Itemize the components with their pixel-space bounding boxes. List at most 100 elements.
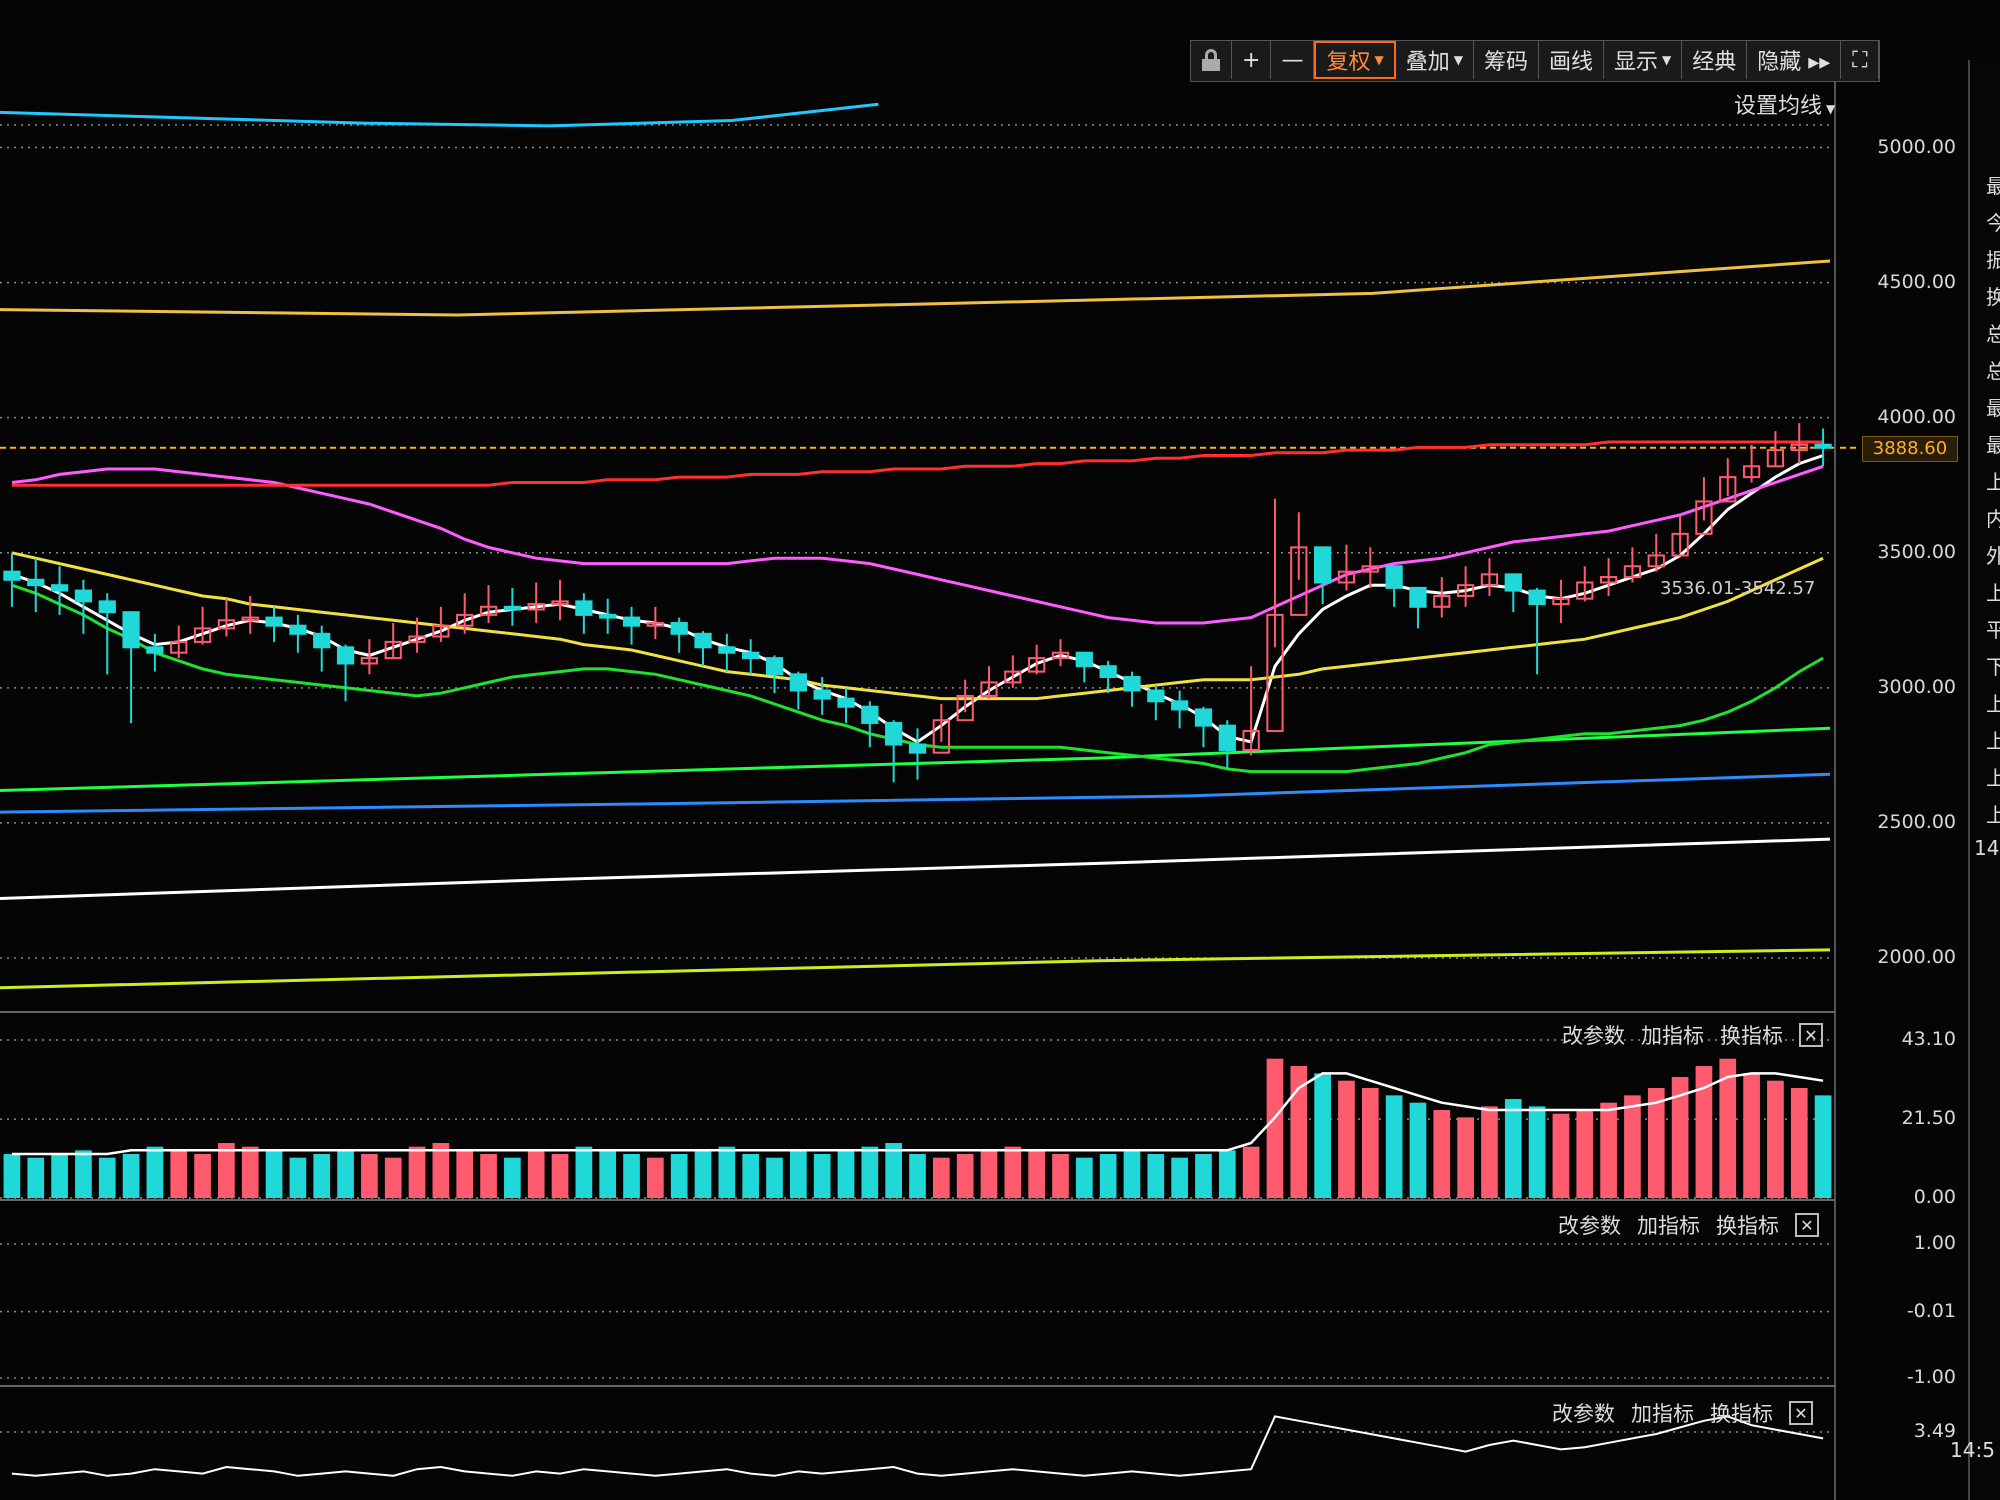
volume-bar <box>1695 1066 1713 1198</box>
long-moving-averages <box>0 102 1831 990</box>
price-axis-label: 3500.00 <box>1877 540 1956 563</box>
long-ma-line <box>0 726 1831 792</box>
candle-body <box>241 616 259 622</box>
bottom-indicator-controls: 改参数 加指标 换指标 ✕ <box>1552 1398 1813 1428</box>
ma-line <box>11 551 1824 701</box>
volume-bar <box>1361 1088 1379 1198</box>
close-icon[interactable]: ✕ <box>1795 1213 1819 1237</box>
add-indicator-button[interactable]: 加指标 <box>1637 1214 1700 1238</box>
long-ma-line <box>0 948 1831 990</box>
volume-bar <box>1743 1073 1760 1198</box>
close-icon[interactable]: ✕ <box>1789 1401 1813 1425</box>
volume-bar <box>1266 1058 1284 1198</box>
candle-body <box>217 619 236 630</box>
right-info-label: 今 <box>1986 211 2000 235</box>
lock-button[interactable] <box>1191 41 1232 79</box>
volume-bar <box>1600 1102 1617 1198</box>
right-info-label: 最 <box>1986 174 2000 198</box>
candle-body <box>1266 613 1284 733</box>
candle-body <box>1480 573 1499 587</box>
switch-indicator-button[interactable]: 换指标 <box>1710 1402 1773 1426</box>
add-indicator-button[interactable]: 加指标 <box>1641 1024 1704 1048</box>
candle-body <box>360 657 379 665</box>
volume-bar <box>885 1143 903 1198</box>
candle-body <box>861 705 879 724</box>
long-ma-line <box>0 772 1831 814</box>
candle-body <box>742 651 760 660</box>
volume-bar <box>1433 1110 1451 1198</box>
overlay-button[interactable]: 叠加 ▼ <box>1396 41 1474 79</box>
candle-body <box>1147 689 1165 703</box>
volume-bar <box>456 1150 474 1198</box>
adjust-label: 复权 <box>1326 50 1371 75</box>
switch-indicator-button[interactable]: 换指标 <box>1720 1024 1783 1048</box>
chevron-down-icon: ▼ <box>1374 53 1384 67</box>
candle-body <box>170 640 188 654</box>
ma-setting-dropdown[interactable]: 设置均线 ▼ <box>1734 88 1835 120</box>
candle-body <box>122 611 140 649</box>
candle-body <box>1790 443 1808 452</box>
volume-axis-label: 0.00 <box>1913 1186 1956 1208</box>
modify-params-button[interactable]: 改参数 <box>1558 1214 1621 1238</box>
candle-body <box>718 646 736 654</box>
volume-bar <box>194 1154 211 1198</box>
oscillator-axis-label: 1.00 <box>1913 1232 1956 1254</box>
adjust-button[interactable]: 复权 ▼ <box>1314 41 1396 79</box>
candle-body <box>1647 554 1665 568</box>
oscillator-axis-label: -1.00 <box>1906 1366 1956 1388</box>
candle-body <box>1504 573 1522 592</box>
candle-body <box>74 589 93 603</box>
modify-params-button[interactable]: 改参数 <box>1562 1024 1625 1048</box>
ma-line <box>11 440 1824 487</box>
right-info-label: 上 <box>1986 766 2000 790</box>
right-info-label: 最 <box>1986 433 2000 457</box>
chevron-down-icon: ▼ <box>1661 53 1672 67</box>
bottom-axis-label: 3.49 <box>1913 1420 1956 1442</box>
volume-bar <box>1481 1106 1498 1198</box>
draw-button[interactable]: 画线 <box>1539 41 1604 79</box>
volume-bar <box>1457 1117 1474 1198</box>
zoom-out-button[interactable]: — <box>1271 41 1315 79</box>
volume-bar <box>1099 1154 1117 1198</box>
volume-bar <box>766 1157 783 1198</box>
zoom-in-button[interactable]: + <box>1232 41 1272 79</box>
candle-body <box>1290 546 1308 616</box>
volume-bar <box>980 1150 998 1198</box>
volume-bar <box>1218 1150 1236 1198</box>
fullscreen-icon: ⛶ <box>1852 47 1868 73</box>
right-info-number: 14 <box>1974 836 2000 860</box>
close-icon[interactable]: ✕ <box>1799 1023 1823 1047</box>
candle-body <box>1028 657 1046 673</box>
candle-body <box>1623 565 1642 579</box>
add-indicator-button[interactable]: 加指标 <box>1631 1402 1694 1426</box>
hide-button[interactable]: 隐藏 ▸▸ <box>1747 41 1842 79</box>
volume-bar <box>361 1154 378 1198</box>
volume-axis-label: 21.50 <box>1901 1107 1956 1130</box>
candle-body <box>599 613 617 619</box>
fullscreen-button[interactable]: ⛶ <box>1841 41 1880 79</box>
modify-params-button[interactable]: 改参数 <box>1552 1402 1615 1426</box>
candle-body <box>98 600 116 614</box>
candle-body <box>265 616 283 627</box>
volume-bar <box>265 1150 283 1198</box>
price-axis-label: 3000.00 <box>1877 675 1956 698</box>
bottom-indicator <box>0 1415 1830 1477</box>
candle-body <box>1814 443 1832 449</box>
volume-bar <box>480 1154 497 1198</box>
chips-button[interactable]: 筹码 <box>1474 41 1539 79</box>
classic-button[interactable]: 经典 <box>1682 41 1748 79</box>
right-info-label: 上 <box>1986 692 2000 716</box>
display-button[interactable]: 显示 ▼ <box>1604 41 1683 79</box>
switch-indicator-button[interactable]: 换指标 <box>1716 1214 1779 1238</box>
volume-bar <box>1075 1157 1093 1198</box>
volume-bar <box>813 1154 831 1198</box>
candle-body <box>1337 570 1356 584</box>
right-info-label: 总 <box>1986 322 2000 346</box>
volume-bar <box>742 1154 760 1198</box>
right-info-label: 振 <box>1986 248 2000 272</box>
volume-bar <box>408 1146 426 1198</box>
candle-body <box>336 646 355 665</box>
volume-bar <box>337 1150 354 1198</box>
candle-body <box>1194 708 1213 727</box>
right-info-label: 外 <box>1986 544 2000 568</box>
